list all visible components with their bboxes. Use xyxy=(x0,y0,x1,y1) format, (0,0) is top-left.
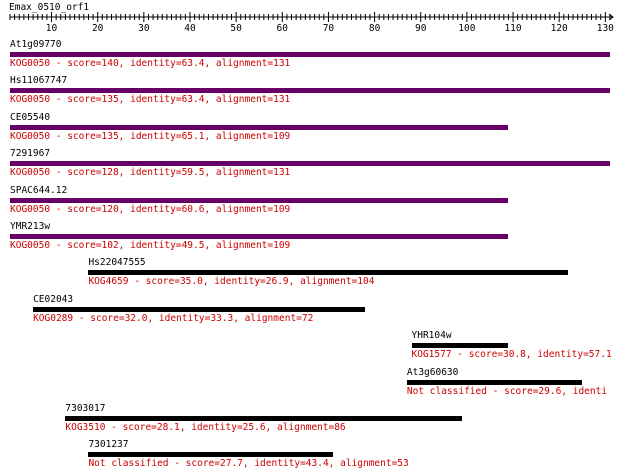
hit-name[interactable]: Hs22047555 xyxy=(88,257,146,269)
hit-info[interactable]: KOG3510 - score=28.1, identity=25.6, ali… xyxy=(65,422,346,433)
ruler-tick-label: 80 xyxy=(369,23,381,34)
ruler-tick-label: 70 xyxy=(323,23,335,34)
hit-alignment-bar[interactable] xyxy=(65,416,463,421)
hit-info[interactable]: Not classified - score=29.6, identi xyxy=(406,385,608,397)
hit-name[interactable]: CE05540 xyxy=(10,111,51,123)
hit-info[interactable]: KOG0050 - score=120, identity=60.6, alig… xyxy=(10,203,291,215)
hit-alignment-bar[interactable] xyxy=(10,197,509,203)
hit-name[interactable]: YHR104w xyxy=(411,330,452,342)
hit-alignment-bar[interactable] xyxy=(33,306,366,312)
ruler-tick-label: 60 xyxy=(277,23,289,34)
ruler-tick-label: 50 xyxy=(230,23,242,34)
hit-alignment-bar[interactable] xyxy=(10,124,509,130)
hit-name[interactable]: 7301237 xyxy=(88,439,129,451)
hit-info[interactable]: KOG0050 - score=135, identity=63.4, alig… xyxy=(10,94,291,106)
hit-name[interactable]: SPAC644.12 xyxy=(10,184,68,196)
hit-info[interactable]: KOG0289 - score=32.0, identity=33.3, ali… xyxy=(33,312,314,324)
hit-alignment-bar[interactable] xyxy=(406,379,583,385)
ruler-tick-label: 100 xyxy=(458,23,475,34)
ruler-tick-label: 120 xyxy=(551,23,568,34)
hit-name[interactable]: Hs11067747 xyxy=(10,75,68,87)
ruler-tick-label: 20 xyxy=(92,23,104,34)
hit-alignment-bar[interactable] xyxy=(10,161,610,167)
hit-name[interactable]: At3g60630 xyxy=(406,366,459,378)
hit-alignment-bar[interactable] xyxy=(10,88,610,94)
hit-info[interactable]: KOG0050 - score=128, identity=59.5, alig… xyxy=(10,167,291,179)
hit-name[interactable]: 7291967 xyxy=(10,148,51,160)
hit-info[interactable]: KOG0050 - score=102, identity=49.5, alig… xyxy=(10,240,291,251)
hit-alignment-bar[interactable] xyxy=(10,52,610,57)
hit-alignment-bar[interactable] xyxy=(411,343,509,349)
ruler-tick-label: 110 xyxy=(504,23,521,34)
hit-name[interactable]: CE02043 xyxy=(33,293,74,305)
hit-alignment-bar[interactable] xyxy=(88,452,334,458)
position-ruler: 10 20 30 40 50 60 70 80 90 100 110 120 130 xyxy=(9,12,614,34)
ruler-tick-label: 40 xyxy=(184,23,196,34)
hit-name[interactable]: 7303017 xyxy=(65,403,106,414)
hit-info[interactable]: KOG4659 - score=35.0, identity=26.9, ali… xyxy=(88,276,375,288)
ruler-tick-label: 30 xyxy=(138,23,150,34)
ruler-tick-label: 90 xyxy=(415,23,427,34)
hit-alignment-bar[interactable] xyxy=(10,234,509,239)
hit-info[interactable]: KOG1577 - score=30.8, identity=57.1 xyxy=(411,349,612,361)
hit-name[interactable]: At1g09770 xyxy=(10,39,62,50)
ruler-tick-label: 10 xyxy=(46,23,58,34)
hit-alignment-bar[interactable] xyxy=(88,270,569,276)
hit-info[interactable]: KOG0050 - score=140, identity=63.4, alig… xyxy=(10,58,291,69)
ruler-tick-label: 130 xyxy=(597,23,614,34)
query-name: Emax_0510_orf1 xyxy=(9,2,90,13)
hit-name[interactable]: YMR213w xyxy=(10,221,51,232)
hit-info[interactable]: KOG0050 - score=135, identity=65.1, alig… xyxy=(10,130,291,142)
hit-info[interactable]: Not classified - score=27.7, identity=43… xyxy=(88,458,409,470)
